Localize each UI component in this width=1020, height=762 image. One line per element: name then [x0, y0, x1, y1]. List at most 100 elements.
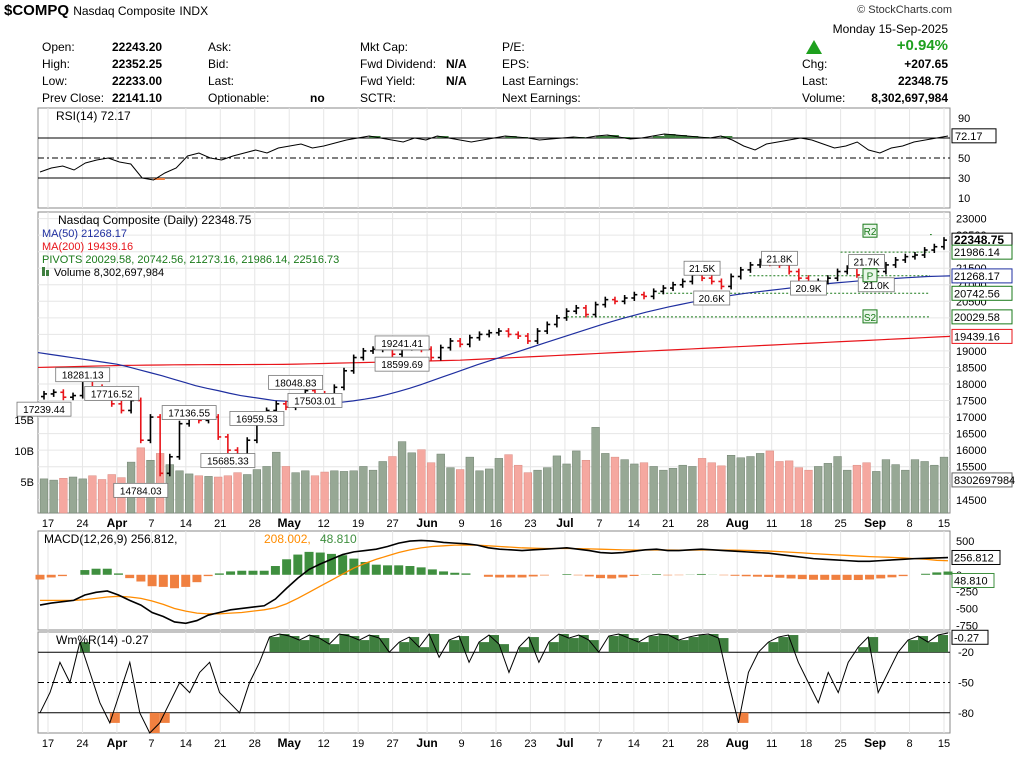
wr-over-29	[329, 644, 340, 653]
volume-bar-46	[485, 468, 494, 514]
volume-bar-21	[243, 474, 252, 514]
wr-over-88	[918, 636, 929, 653]
price-right-box-1	[951, 244, 1013, 260]
volume-bar-30	[330, 470, 339, 514]
macd-hist-0	[35, 574, 45, 580]
quote-label-2: Volume:	[802, 91, 846, 105]
volume-bar-56	[581, 459, 591, 514]
macd-hist-65	[764, 574, 774, 577]
volume-bar-64	[659, 469, 668, 514]
wr-value-label: -0.27	[954, 632, 979, 644]
quote-label-1: Last:	[802, 74, 829, 88]
annotation-box-12	[761, 250, 798, 266]
fields-label-0: Open:	[42, 40, 75, 54]
volume-bar-91	[920, 461, 929, 514]
index-name: Nasdaq Composite	[73, 4, 176, 18]
wr-over-73	[768, 642, 779, 653]
fields2-label-0: Ask:	[208, 40, 232, 54]
x-tick-0-3: 7	[148, 518, 154, 530]
wr-over-26	[299, 640, 310, 653]
change-pct: +0.94%	[896, 37, 948, 54]
volume-label: Volume 8,302,697,984	[54, 267, 164, 279]
volume-bar-75	[765, 450, 774, 514]
macd-hist-29	[360, 561, 370, 575]
volume-bar-53	[552, 455, 562, 514]
fields4-label-1: EPS:	[502, 57, 530, 71]
macd-hist-27	[338, 555, 348, 575]
wr-over-53	[568, 638, 579, 653]
annotation-box-11	[683, 260, 721, 276]
wr-tick-0: -20	[958, 647, 974, 659]
volume-bar-90	[910, 459, 920, 514]
annotation-box-3	[161, 405, 217, 420]
annotation-box-15	[790, 280, 827, 296]
quote-value-0: +207.65	[904, 57, 948, 71]
volume-bar-87	[881, 459, 891, 514]
macd-hist-30	[371, 564, 381, 575]
volume-bar-60	[620, 459, 629, 514]
fields4-label-0: P/E:	[502, 40, 525, 54]
macd-hist-64	[752, 574, 762, 577]
wr-over-33	[369, 635, 380, 653]
price-tick-0: 23000	[956, 214, 987, 226]
volume-bar-62	[639, 462, 649, 514]
wr-over-51	[548, 642, 559, 653]
volume-bar-92	[930, 464, 939, 514]
x-tick-0-12: 9	[458, 518, 464, 530]
pivot-mark-0: R2	[864, 227, 877, 238]
wr-over-90	[938, 635, 948, 653]
symbol-title: $COMPQ Nasdaq Composite INDX	[4, 2, 208, 19]
wr-over-41	[449, 640, 460, 653]
wr-line	[39, 632, 949, 734]
volume-tick-2: 5B	[21, 477, 34, 489]
volume-bar-68	[697, 458, 707, 514]
price-right-box-6	[951, 472, 1013, 488]
wr-tick-2: -80	[958, 708, 974, 720]
x-tick-0-6: 28	[249, 518, 261, 530]
volume-bar-37	[397, 441, 407, 514]
annotation-2: 17716.52	[91, 389, 133, 400]
macd-hist-18	[237, 570, 247, 575]
pivot-mark-2: S2	[864, 313, 877, 324]
macd-hist-26	[326, 553, 336, 575]
price-tick-12: 17000	[956, 412, 987, 424]
volume-bar-41	[436, 453, 445, 514]
annotation-box-4	[200, 453, 256, 468]
macd-hist-24	[304, 551, 314, 575]
exchange: INDX	[179, 4, 209, 18]
volume-bar-28	[310, 475, 320, 514]
wr-over-30	[339, 634, 350, 653]
volume-bar-17	[204, 476, 213, 514]
volume-bar-49	[514, 464, 523, 514]
macd-hist-75	[876, 574, 886, 579]
volume-bar-74	[756, 453, 765, 514]
volume-bar-29	[320, 471, 329, 514]
volume-bar-86	[872, 471, 881, 514]
volume-bar-76	[775, 461, 784, 514]
wr-value-box	[951, 629, 989, 645]
volume-bar-47	[494, 458, 503, 514]
annotation-1: 18281.13	[62, 371, 104, 382]
macd-hist-41	[495, 574, 505, 578]
wr-over-39	[429, 634, 440, 653]
wr-under-70	[738, 712, 749, 723]
wr-over-36	[399, 642, 410, 653]
volume-bar-2	[59, 477, 68, 514]
volume-bar-77	[785, 460, 794, 514]
annotation-7: 18048.83	[275, 378, 317, 389]
macd-hist-76	[887, 574, 897, 578]
macd-hist-37	[450, 572, 460, 575]
volume-bar-20	[233, 472, 242, 514]
wr-over-89	[928, 642, 939, 653]
macd-hist-33	[405, 566, 415, 575]
volume-bar-79	[804, 469, 813, 514]
fields-value-2: 22233.00	[112, 74, 163, 88]
annotation-box-7	[268, 374, 324, 390]
x-tick-1-5: 21	[214, 738, 226, 750]
price-tick-10: 18000	[956, 379, 987, 391]
wr-under-12	[159, 712, 170, 723]
volume-bar-48	[504, 454, 513, 514]
fields3-label-2: Fwd Yield:	[360, 74, 416, 88]
macd-label: MACD(12,26,9) 256.812,	[44, 532, 177, 546]
x-tick-0-26: 15	[938, 518, 950, 530]
